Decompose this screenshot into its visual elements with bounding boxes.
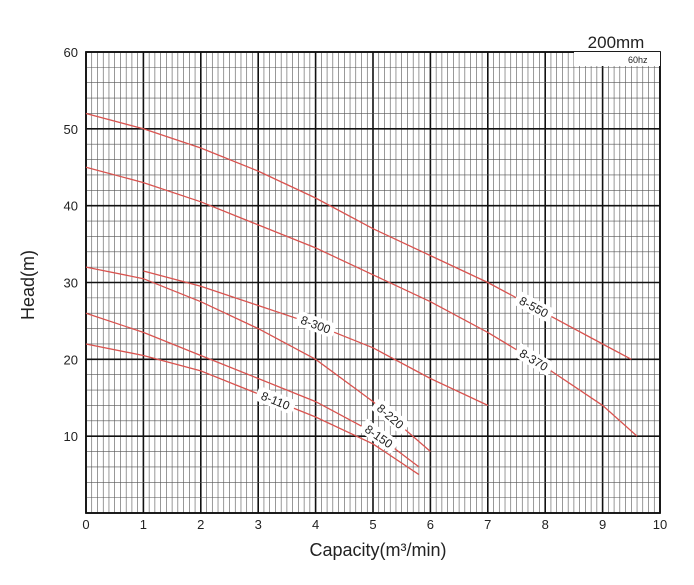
tick-labels: 0 1 2 3 4 5 6 7 8 9 10 10 20 30 40 50 60 xyxy=(64,45,668,532)
frequency-label: 60hz xyxy=(628,55,648,65)
x-tick-label: 1 xyxy=(140,517,147,532)
curve-8-370 xyxy=(85,166,638,437)
x-tick-label: 7 xyxy=(484,517,491,532)
x-tick-label: 4 xyxy=(312,517,319,532)
x-tick-label: 5 xyxy=(369,517,376,532)
x-tick-label: 8 xyxy=(542,517,549,532)
x-tick-label: 3 xyxy=(255,517,262,532)
curve-label-backdrop xyxy=(254,385,297,415)
plot-frame xyxy=(85,51,661,514)
curve-label-backdrop xyxy=(512,290,556,323)
curve-label-backdrop xyxy=(294,310,338,339)
y-tick-label: 30 xyxy=(64,276,78,291)
curve-label-backdrop xyxy=(358,418,400,454)
curve-label-backdrop xyxy=(512,342,555,377)
x-tick-label: 10 xyxy=(653,517,667,532)
title-backdrop xyxy=(574,52,660,66)
x-tick-label: 0 xyxy=(82,517,89,532)
curve-8-220 xyxy=(85,266,431,452)
x-tick-label: 2 xyxy=(197,517,204,532)
y-tick-label: 40 xyxy=(64,199,78,214)
y-tick-label: 60 xyxy=(64,45,78,60)
y-tick-label: 50 xyxy=(64,122,78,137)
curve-8-550 xyxy=(85,112,632,360)
y-tick-label: 10 xyxy=(64,429,78,444)
curve-label-backdrop xyxy=(370,397,411,436)
x-axis-title: Capacity(m³/min) xyxy=(309,540,446,560)
x-tick-label: 9 xyxy=(599,517,606,532)
x-tick-label: 6 xyxy=(427,517,434,532)
y-axis-title: Head(m) xyxy=(18,250,38,320)
y-tick-label: 20 xyxy=(64,352,78,367)
chart-title: 200mm xyxy=(588,33,645,52)
